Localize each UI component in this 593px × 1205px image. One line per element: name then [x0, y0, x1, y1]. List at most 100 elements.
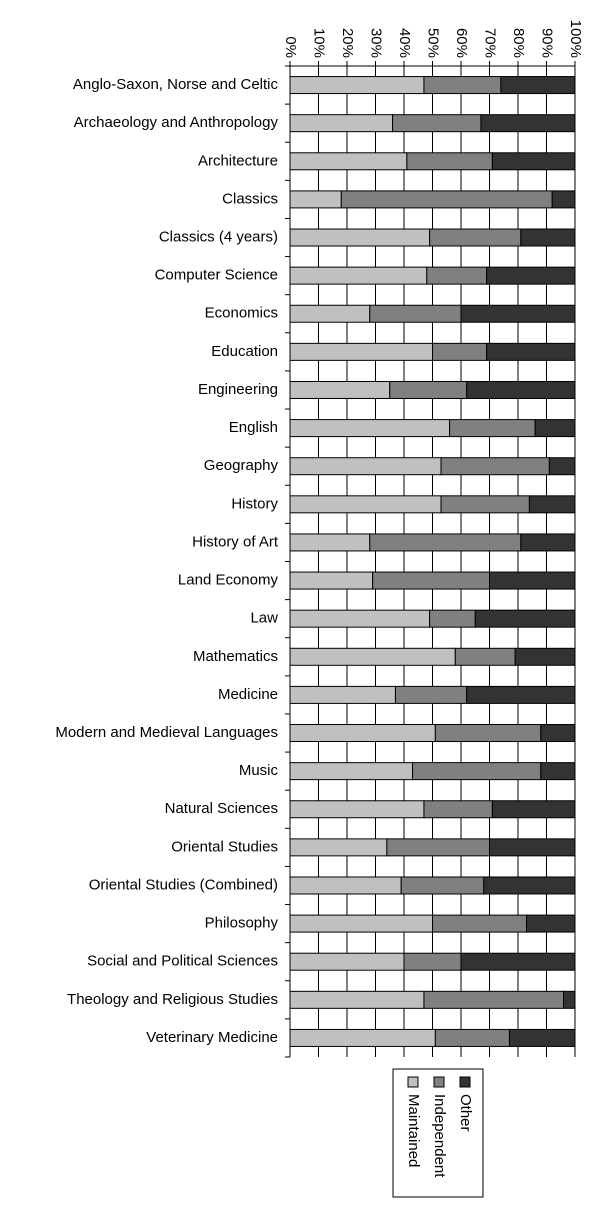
category-label: Oriental Studies (Combined): [89, 876, 278, 893]
bar-segment-maintained: [289, 876, 402, 895]
bar-segment-other: [486, 342, 576, 361]
tick-label: 70%: [482, 28, 499, 58]
bar-segment-other: [491, 152, 576, 171]
bar-segment-other: [500, 76, 576, 95]
bar-segment-maintained: [289, 838, 388, 857]
bar-segment-independent: [369, 304, 462, 323]
bar-segment-maintained: [289, 762, 414, 781]
category-label: Philosophy: [205, 915, 279, 932]
bar-segment-maintained: [289, 190, 342, 209]
grid-lines: [289, 66, 576, 1057]
bar-segment-independent: [454, 647, 516, 666]
bar-segment-maintained: [289, 380, 391, 399]
bar-segment-other: [551, 190, 576, 209]
bars: [289, 76, 576, 1047]
bar-segment-other: [528, 495, 576, 514]
category-label: Mathematics: [193, 648, 278, 665]
tick-label: 10%: [311, 28, 328, 58]
category-label: Music: [239, 762, 279, 779]
category-label: Natural Sciences: [165, 800, 278, 817]
category-label: Veterinary Medicine: [146, 1029, 278, 1046]
bar-segment-other: [480, 114, 576, 133]
tick-label: 50%: [425, 28, 442, 58]
bar-segment-independent: [392, 114, 482, 133]
tick-label: 0%: [282, 36, 299, 58]
bar-segment-maintained: [289, 228, 431, 247]
category-label: Engineering: [198, 381, 278, 398]
legend: Other Independent Maintained: [392, 1068, 484, 1198]
legend-swatch-other: [459, 1076, 471, 1088]
bar-segment-independent: [340, 190, 553, 209]
bar-segment-other: [534, 419, 576, 438]
tick-label: 100%: [567, 20, 584, 58]
bar-segment-maintained: [289, 495, 442, 514]
tick-label: 80%: [510, 28, 527, 58]
bar-segment-independent: [400, 876, 485, 895]
bar-segment-maintained: [289, 609, 431, 628]
bar-segment-other: [466, 685, 576, 704]
bar-segment-other: [486, 266, 576, 285]
bar-segment-other: [520, 228, 576, 247]
bar-segment-maintained: [289, 914, 433, 933]
tick-label: 30%: [368, 28, 385, 58]
bar-segment-independent: [440, 457, 550, 476]
bar-segment-other: [474, 609, 576, 628]
category-label: Modern and Medieval Languages: [55, 724, 278, 741]
bar-segment-maintained: [289, 76, 425, 95]
bar-segment-other: [540, 724, 576, 743]
category-label: Architecture: [198, 152, 278, 169]
bar-segment-maintained: [289, 114, 394, 133]
category-label: Classics: [222, 190, 278, 207]
bar-segment-maintained: [289, 304, 371, 323]
bar-segment-independent: [423, 800, 493, 819]
bar-segment-other: [520, 533, 576, 552]
bar-segment-independent: [440, 495, 530, 514]
category-label: Law: [250, 610, 278, 627]
bar-segment-other: [489, 838, 576, 857]
tick-label: 20%: [339, 28, 356, 58]
value-axis: 0% 10% 20% 30% 40% 50% 60% 70% 80% 90% 100%: [282, 20, 584, 1058]
bar-segment-independent: [389, 380, 468, 399]
category-label: Land Economy: [178, 572, 279, 589]
bar-segment-independent: [369, 533, 522, 552]
bar-segment-independent: [449, 419, 536, 438]
bar-segment-other: [466, 380, 576, 399]
legend-label-independent: Independent: [431, 1094, 448, 1178]
bar-segment-maintained: [289, 342, 433, 361]
bar-segment-maintained: [289, 724, 436, 743]
bar-segment-other: [483, 876, 576, 895]
bar-segment-other: [526, 914, 576, 933]
bar-segment-maintained: [289, 266, 428, 285]
category-label: Anglo-Saxon, Norse and Celtic: [73, 76, 279, 93]
bar-segment-independent: [386, 838, 490, 857]
bar-segment-independent: [394, 685, 468, 704]
category-label: Education: [211, 343, 278, 360]
bar-segment-other: [460, 952, 576, 971]
tick-label: 40%: [396, 28, 413, 58]
bar-segment-maintained: [289, 647, 456, 666]
category-label: Theology and Religious Studies: [67, 991, 278, 1008]
category-label: Computer Science: [155, 267, 278, 284]
bar-segment-other: [540, 762, 576, 781]
bar-segment-independent: [423, 990, 565, 1009]
legend-swatch-independent: [433, 1076, 445, 1088]
bar-segment-maintained: [289, 1028, 436, 1047]
tick-label: 90%: [539, 28, 556, 58]
bar-segment-independent: [434, 724, 542, 743]
bar-segment-other: [548, 457, 576, 476]
bar-segment-independent: [432, 342, 488, 361]
category-label: Social and Political Sciences: [87, 953, 278, 970]
bar-segment-maintained: [289, 685, 396, 704]
bar-segment-maintained: [289, 533, 371, 552]
legend-label-other: Other: [457, 1094, 474, 1132]
category-labels: Anglo-Saxon, Norse and Celtic Archaeology…: [55, 76, 278, 1046]
bar-segment-independent: [429, 228, 522, 247]
bar-segment-independent: [403, 952, 462, 971]
bar-segment-other: [489, 571, 576, 590]
category-label: English: [229, 419, 278, 436]
category-label: Archaeology and Anthropology: [74, 114, 279, 131]
bar-segment-independent: [423, 76, 502, 95]
bar-segment-independent: [406, 152, 493, 171]
bar-segment-maintained: [289, 952, 405, 971]
